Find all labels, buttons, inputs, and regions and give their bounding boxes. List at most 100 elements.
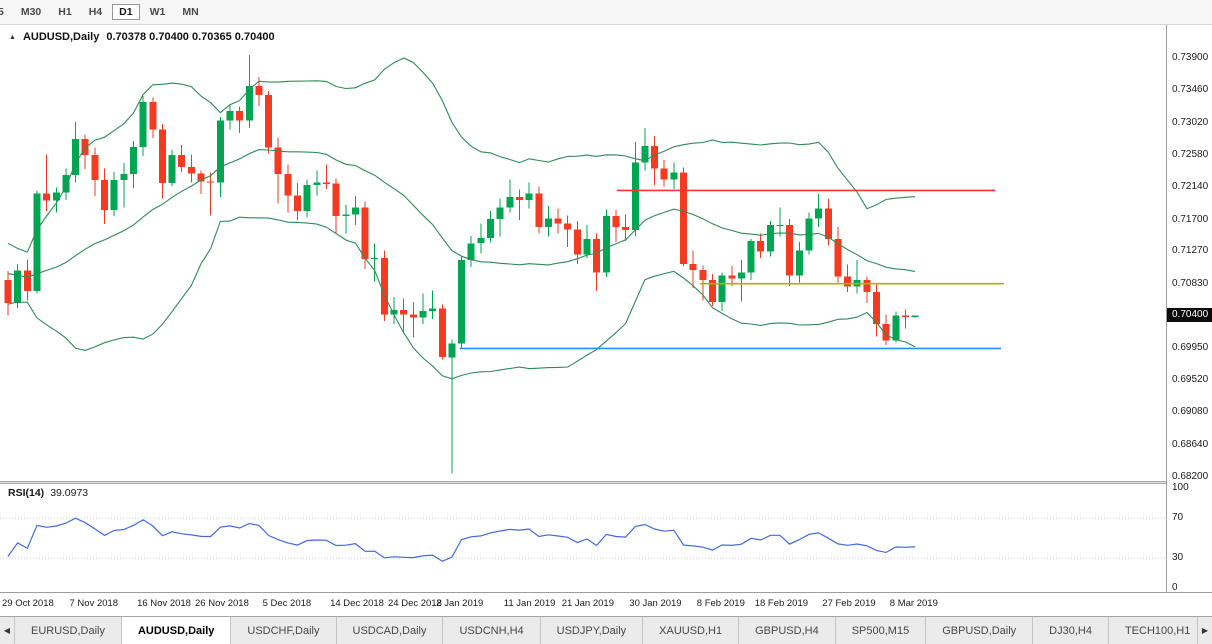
candle-body: [332, 183, 340, 217]
tab-XAUUSD-H1[interactable]: XAUUSD,H1: [643, 617, 740, 644]
candle-body: [844, 276, 852, 287]
candle-body: [342, 214, 350, 217]
candle-body: [631, 162, 639, 230]
price-axis[interactable]: 0.70400 0.73900 0.73460 0.73020 0.72580 0.72…: [1166, 25, 1212, 593]
candle-body: [815, 208, 823, 219]
candle-body: [834, 238, 842, 277]
timeframe-button-W1[interactable]: W1: [149, 6, 166, 18]
tabs-scroll-left-icon[interactable]: ◀: [3, 626, 11, 635]
candle-body: [322, 182, 330, 184]
candle-body: [651, 146, 659, 169]
candle-body: [680, 172, 687, 264]
candle-body: [294, 195, 301, 211]
candle-body: [583, 238, 591, 255]
bollinger-upper-band: [7, 57, 916, 253]
candle-body: [178, 155, 186, 167]
candle-body: [91, 155, 99, 181]
tab-GBPUSD-H4[interactable]: GBPUSD,H4: [739, 617, 836, 644]
tab-SP500-M15[interactable]: SP500,M15: [836, 617, 927, 644]
tab-TECH100-H1[interactable]: TECH100,H1: [1109, 617, 1197, 644]
date-label: 26 Nov 2018: [195, 598, 249, 609]
candle-body: [129, 147, 137, 175]
timeframe-button-H1[interactable]: H1: [58, 6, 72, 18]
candle-body: [380, 258, 388, 315]
candle-body: [602, 216, 610, 273]
rsi-tick-label: 30: [1172, 552, 1184, 563]
price-chart[interactable]: ▲ AUDUSD,Daily 0.70378 0.70400 0.70365 0…: [0, 25, 1166, 481]
candle-body: [496, 207, 504, 220]
date-label: 11 Jan 2019: [503, 598, 556, 609]
candle-body: [699, 269, 707, 281]
candle-body: [265, 94, 273, 148]
candle-body: [506, 197, 514, 208]
candle-body: [747, 241, 755, 273]
rsi-chart-canvas[interactable]: [0, 484, 1166, 592]
candle-body: [274, 147, 282, 175]
timeframe-button-5[interactable]: 5: [0, 6, 4, 18]
candle-body: [544, 218, 552, 228]
candle-body: [351, 207, 359, 215]
candle-body: [313, 182, 321, 186]
price-tick-label: 0.70830: [1172, 277, 1209, 289]
candle-body: [371, 258, 379, 259]
candle-body: [23, 270, 31, 292]
candle-body: [467, 243, 475, 261]
candle-body: [766, 224, 774, 252]
date-label: 30 Jan 2019: [629, 598, 682, 609]
candle-body: [458, 260, 466, 344]
tab-USDCNH-H4[interactable]: USDCNH,H4: [443, 617, 541, 644]
candle-body: [863, 280, 871, 292]
candle-body: [101, 180, 108, 211]
candle-body: [110, 180, 118, 211]
candlestick-chart-canvas[interactable]: [0, 25, 1166, 481]
candle-body: [573, 229, 581, 255]
price-tick-label: 0.69080: [1172, 406, 1209, 418]
candle-body: [660, 168, 668, 180]
price-tick-label: 0.72580: [1172, 149, 1209, 161]
tab-DJ30-H4[interactable]: DJ30,H4: [1033, 617, 1109, 644]
tab-AUDUSD-Daily[interactable]: AUDUSD,Daily: [121, 617, 232, 644]
time-axis[interactable]: 29 Oct 2018 7 Nov 2018 16 Nov 2018 26 Nov 2…: [0, 592, 1212, 616]
timeframe-button-MN[interactable]: MN: [182, 6, 199, 18]
candle-body: [197, 173, 205, 182]
tab-USDCAD-Daily[interactable]: USDCAD,Daily: [337, 617, 444, 644]
candle-body: [284, 174, 292, 196]
current-price-marker: 0.70400: [1167, 308, 1212, 323]
candle-body: [757, 241, 765, 252]
candle-body: [911, 315, 919, 317]
price-tick-label: 0.69520: [1172, 374, 1209, 386]
candle-body: [43, 193, 51, 201]
rsi-indicator-pane[interactable]: RSI(14) 39.0973: [0, 484, 1166, 592]
tab-USDJPY-Daily[interactable]: USDJPY,Daily: [541, 617, 644, 644]
candle-body: [245, 86, 253, 121]
timeframe-button-H4[interactable]: H4: [88, 6, 103, 18]
tab-EURUSD-Daily[interactable]: EURUSD,Daily: [14, 617, 122, 644]
chart-tab-strip: EURUSD,Daily AUDUSD,Daily USDCHF,Daily USDC…: [14, 617, 1197, 644]
candle-body: [535, 193, 543, 228]
price-tick-label: 0.69950: [1172, 342, 1209, 354]
tab-GBPUSD-Daily[interactable]: GBPUSD,Daily: [926, 617, 1034, 644]
pane-separator[interactable]: [0, 481, 1212, 484]
candle-body: [670, 172, 678, 180]
rsi-name: RSI(14): [8, 487, 45, 499]
chart-symbol-title: AUDUSD,Daily: [22, 31, 100, 43]
tab-USDCHF-Daily[interactable]: USDCHF,Daily: [231, 617, 337, 644]
candle-body: [641, 146, 649, 163]
candle-body: [786, 224, 794, 276]
date-label: 18 Feb 2019: [754, 598, 809, 609]
timeframe-button-M30[interactable]: M30: [20, 6, 42, 18]
candle-body: [419, 310, 427, 318]
candle-body: [737, 272, 745, 279]
candle-body: [564, 223, 572, 230]
date-label: 5 Dec 2018: [262, 598, 312, 609]
date-label: 21 Jan 2019: [561, 598, 614, 609]
timeframe-button-D1[interactable]: D1: [112, 4, 140, 20]
chart-tab-bar: ◀ EURUSD,Daily AUDUSD,Daily USDCHF,Daily US…: [0, 616, 1212, 644]
date-label: 16 Nov 2018: [137, 598, 191, 609]
candle-body: [622, 227, 630, 230]
price-tick-label: 0.73020: [1172, 116, 1209, 128]
tabs-scroll-right-icon[interactable]: ▶: [1197, 617, 1212, 644]
candle-body: [149, 102, 157, 130]
date-label: 24 Dec 2018: [388, 598, 442, 609]
candle-body: [139, 102, 147, 147]
